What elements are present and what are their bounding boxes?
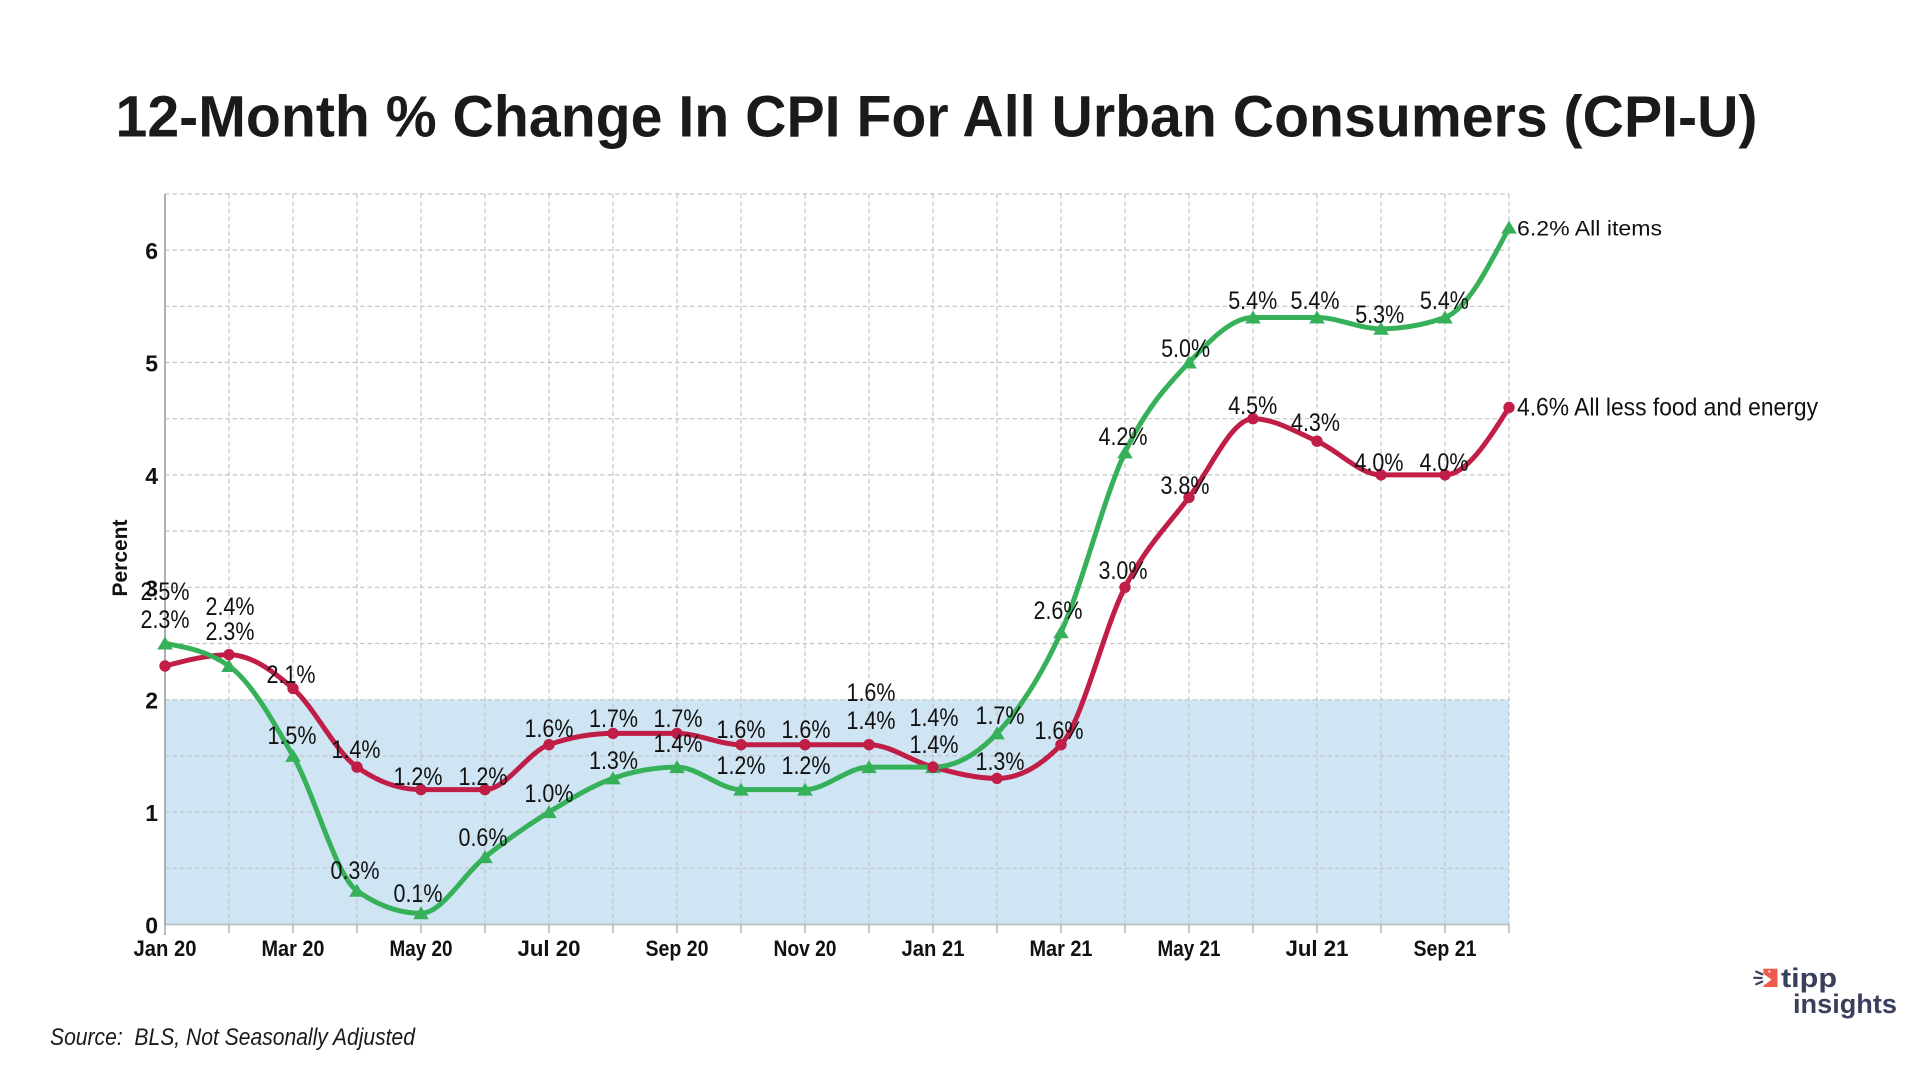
svg-text:5.4%: 5.4% (1228, 287, 1277, 315)
svg-text:1.6%: 1.6% (717, 716, 766, 744)
svg-text:12-Month % Change In CPI For A: 12-Month % Change In CPI For All Urban C… (116, 85, 1758, 150)
svg-text:1.4%: 1.4% (910, 731, 959, 759)
svg-text:5.3%: 5.3% (1355, 301, 1404, 329)
svg-text:2.6%: 2.6% (1034, 597, 1083, 625)
svg-text:1.3%: 1.3% (589, 747, 638, 775)
svg-text:4.0%: 4.0% (1355, 449, 1404, 477)
svg-text:Jul 21: Jul 21 (1286, 936, 1349, 961)
svg-text:2.3%: 2.3% (206, 618, 255, 646)
svg-text:5.4%: 5.4% (1420, 287, 1469, 315)
svg-text:1.7%: 1.7% (654, 705, 703, 733)
svg-text:1.0%: 1.0% (525, 780, 574, 808)
svg-text:2.3%: 2.3% (141, 606, 190, 634)
svg-text:Jul 20: Jul 20 (518, 936, 581, 961)
svg-text:4.2%: 4.2% (1099, 423, 1148, 451)
svg-text:4.6% All less food and energy: 4.6% All less food and energy (1517, 394, 1818, 422)
svg-text:2: 2 (145, 688, 158, 714)
svg-text:2.4%: 2.4% (206, 593, 255, 621)
svg-text:1.2%: 1.2% (394, 763, 443, 791)
svg-text:4.3%: 4.3% (1291, 409, 1340, 437)
svg-text:1.4%: 1.4% (847, 707, 896, 735)
svg-text:6: 6 (145, 238, 158, 264)
svg-text:1.6%: 1.6% (1035, 717, 1084, 745)
svg-text:Mar 21: Mar 21 (1030, 936, 1093, 961)
svg-text:0.1%: 0.1% (394, 880, 443, 908)
svg-text:0.3%: 0.3% (331, 857, 380, 885)
svg-text:3.8%: 3.8% (1161, 472, 1210, 500)
svg-text:Nov 20: Nov 20 (774, 936, 837, 961)
svg-text:1: 1 (145, 800, 158, 826)
svg-text:1.7%: 1.7% (589, 705, 638, 733)
svg-text:1.6%: 1.6% (782, 716, 831, 744)
svg-text:1.7%: 1.7% (976, 702, 1025, 730)
svg-text:4.5%: 4.5% (1228, 392, 1277, 420)
svg-text:2.5%: 2.5% (141, 578, 190, 606)
svg-text:0: 0 (145, 913, 158, 939)
svg-text:0.6%: 0.6% (459, 824, 508, 852)
svg-text:May 20: May 20 (390, 936, 453, 961)
svg-text:2.1%: 2.1% (267, 661, 316, 689)
svg-text:Jan 21: Jan 21 (902, 936, 965, 961)
svg-text:1.2%: 1.2% (459, 763, 508, 791)
svg-text:1.3%: 1.3% (976, 748, 1025, 776)
svg-text:Source: BLS, Not Seasonally A: Source: BLS, Not Seasonally Adjusted (50, 1024, 416, 1051)
svg-text:4: 4 (145, 463, 158, 489)
svg-text:1.5%: 1.5% (268, 722, 317, 750)
svg-text:5.0%: 5.0% (1161, 335, 1210, 363)
svg-text:Sep 20: Sep 20 (646, 936, 709, 961)
svg-text:Sep 21: Sep 21 (1414, 936, 1477, 961)
svg-text:insights: insights (1793, 989, 1897, 1019)
svg-text:1.6%: 1.6% (525, 715, 574, 743)
svg-text:5.4%: 5.4% (1291, 287, 1340, 315)
svg-text:1.4%: 1.4% (332, 736, 381, 764)
svg-text:Percent: Percent (109, 519, 132, 596)
svg-text:3: 3 (145, 575, 158, 601)
svg-text:5: 5 (145, 351, 158, 377)
svg-text:1.6%: 1.6% (847, 679, 896, 707)
svg-text:May 21: May 21 (1158, 936, 1221, 961)
svg-text:tipp: tipp (1781, 963, 1837, 993)
svg-text:Mar 20: Mar 20 (262, 936, 325, 961)
svg-text:6.2% All items: 6.2% All items (1517, 218, 1662, 241)
svg-text:3.0%: 3.0% (1099, 557, 1148, 585)
svg-text:1.2%: 1.2% (782, 752, 831, 780)
svg-text:1.4%: 1.4% (654, 730, 703, 758)
svg-text:1.2%: 1.2% (717, 752, 766, 780)
svg-text:Jan 20: Jan 20 (134, 936, 197, 961)
svg-text:4.0%: 4.0% (1420, 449, 1469, 477)
svg-text:1.4%: 1.4% (910, 704, 959, 732)
